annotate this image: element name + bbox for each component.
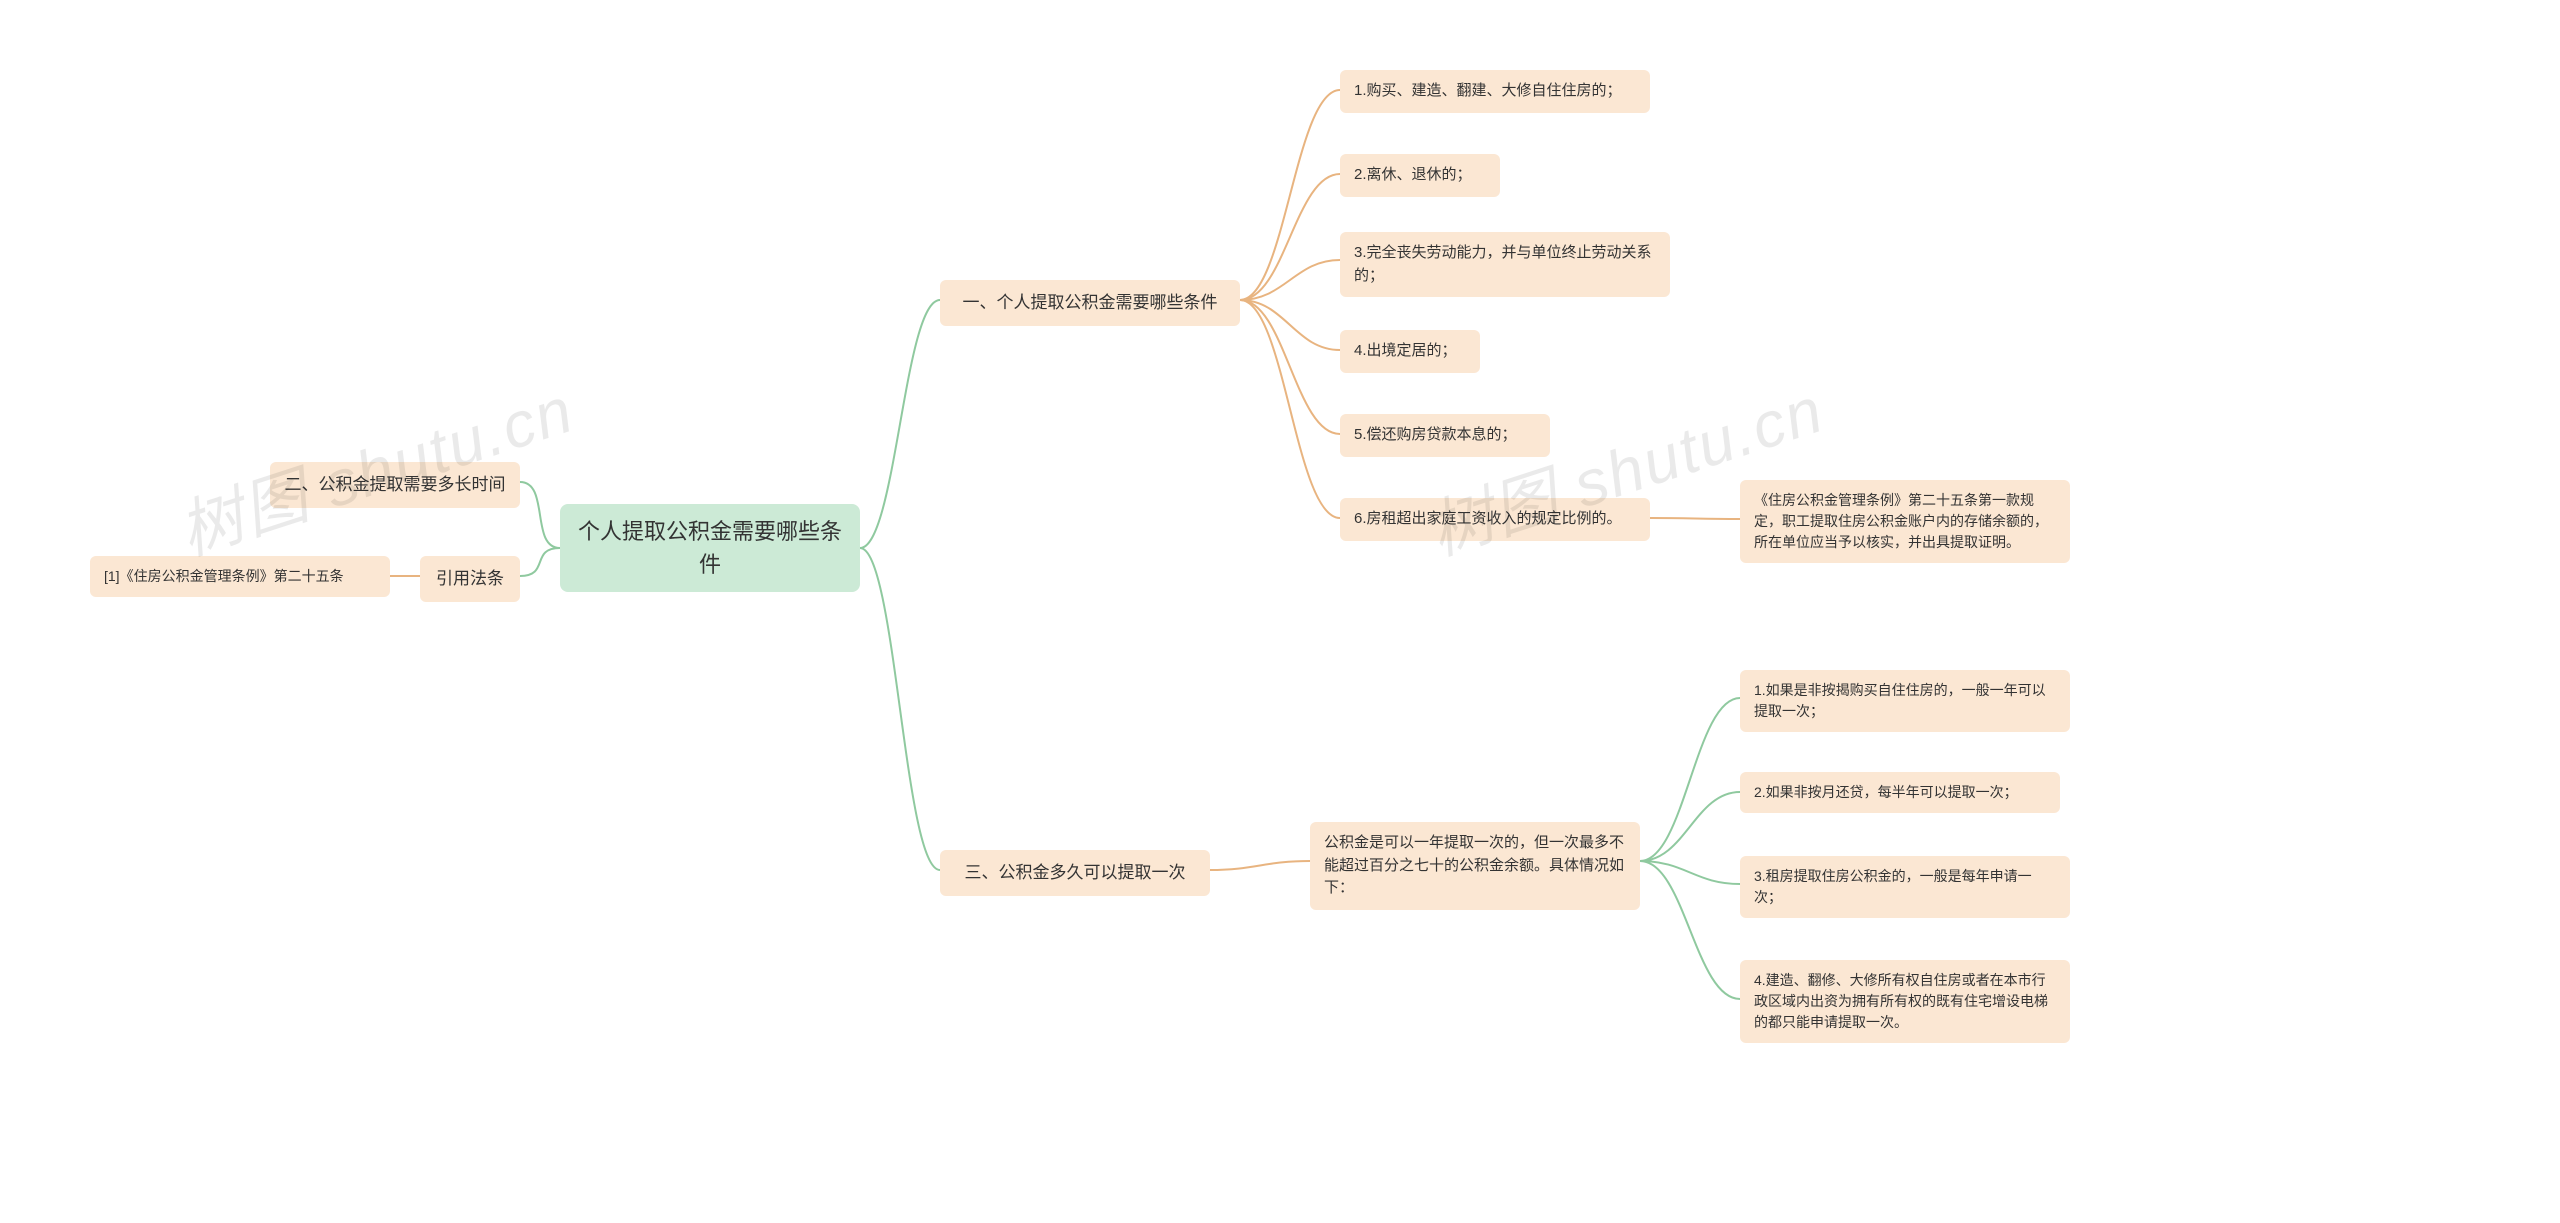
node-c5[interactable]: 5.偿还购房贷款本息的；: [1340, 414, 1550, 457]
node-label: 1.购买、建造、翻建、大修自住住房的；: [1354, 80, 1622, 103]
node-c6[interactable]: 6.房租超出家庭工资收入的规定比例的。: [1340, 498, 1650, 541]
node-label: 二、公积金提取需要多长时间: [285, 472, 506, 498]
link: [1640, 698, 1740, 861]
node-b1[interactable]: 一、个人提取公积金需要哪些条件: [940, 280, 1240, 326]
node-d2[interactable]: 2.如果非按月还贷，每半年可以提取一次；: [1740, 772, 2060, 813]
link: [1240, 300, 1340, 350]
link: [860, 548, 940, 870]
link: [860, 300, 940, 548]
link: [1240, 90, 1340, 300]
node-label: 一、个人提取公积金需要哪些条件: [963, 290, 1218, 316]
link: [1640, 861, 1740, 884]
node-label: 6.房租超出家庭工资收入的规定比例的。: [1354, 508, 1622, 531]
node-label: 公积金是可以一年提取一次的，但一次最多不能超过百分之七十的公积金余额。具体情况如…: [1324, 832, 1626, 900]
mindmap-canvas: 个人提取公积金需要哪些条件 二、公积金提取需要多长时间引用法条 [1]《住房公积金管…: [0, 0, 2560, 1223]
link: [1640, 861, 1740, 999]
node-label: 2.如果非按月还贷，每半年可以提取一次；: [1754, 782, 2018, 803]
node-label: 个人提取公积金需要哪些条件: [574, 515, 846, 581]
link: [1240, 300, 1340, 518]
link: [1650, 518, 1740, 519]
node-label: [1]《住房公积金管理条例》第二十五条: [104, 566, 344, 587]
node-b-law[interactable]: 引用法条: [420, 556, 520, 602]
node-law1[interactable]: [1]《住房公积金管理条例》第二十五条: [90, 556, 390, 597]
link: [1240, 300, 1340, 434]
node-c3[interactable]: 3.完全丧失劳动能力，并与单位终止劳动关系的；: [1340, 232, 1670, 297]
node-root[interactable]: 个人提取公积金需要哪些条件: [560, 504, 860, 592]
node-c2[interactable]: 2.离休、退休的；: [1340, 154, 1500, 197]
node-b3[interactable]: 三、公积金多久可以提取一次: [940, 850, 1210, 896]
node-label: 3.完全丧失劳动能力，并与单位终止劳动关系的；: [1354, 242, 1656, 287]
link: [1640, 792, 1740, 861]
node-b2[interactable]: 二、公积金提取需要多长时间: [270, 462, 520, 508]
link: [1240, 174, 1340, 300]
node-c1[interactable]: 1.购买、建造、翻建、大修自住住房的；: [1340, 70, 1650, 113]
node-label: 5.偿还购房贷款本息的；: [1354, 424, 1517, 447]
node-label: 三、公积金多久可以提取一次: [965, 860, 1186, 886]
link: [520, 482, 560, 548]
node-d0[interactable]: 公积金是可以一年提取一次的，但一次最多不能超过百分之七十的公积金余额。具体情况如…: [1310, 822, 1640, 910]
link: [1240, 260, 1340, 300]
node-label: 4.出境定居的；: [1354, 340, 1457, 363]
links-layer: [0, 0, 2560, 1223]
node-d3[interactable]: 3.租房提取住房公积金的，一般是每年申请一次；: [1740, 856, 2070, 918]
node-c4[interactable]: 4.出境定居的；: [1340, 330, 1480, 373]
node-label: 2.离休、退休的；: [1354, 164, 1472, 187]
link: [520, 548, 560, 576]
node-c6a[interactable]: 《住房公积金管理条例》第二十五条第一款规定，职工提取住房公积金账户内的存储余额的…: [1740, 480, 2070, 563]
node-label: 《住房公积金管理条例》第二十五条第一款规定，职工提取住房公积金账户内的存储余额的…: [1754, 490, 2056, 553]
link: [1210, 861, 1310, 870]
node-label: 1.如果是非按揭购买自住住房的，一般一年可以提取一次；: [1754, 680, 2056, 722]
node-label: 引用法条: [436, 566, 504, 592]
node-label: 4.建造、翻修、大修所有权自住房或者在本市行政区域内出资为拥有所有权的既有住宅增…: [1754, 970, 2056, 1033]
node-d1[interactable]: 1.如果是非按揭购买自住住房的，一般一年可以提取一次；: [1740, 670, 2070, 732]
node-label: 3.租房提取住房公积金的，一般是每年申请一次；: [1754, 866, 2056, 908]
node-d4[interactable]: 4.建造、翻修、大修所有权自住房或者在本市行政区域内出资为拥有所有权的既有住宅增…: [1740, 960, 2070, 1043]
